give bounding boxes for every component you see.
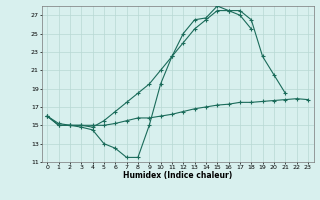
X-axis label: Humidex (Indice chaleur): Humidex (Indice chaleur) — [123, 171, 232, 180]
